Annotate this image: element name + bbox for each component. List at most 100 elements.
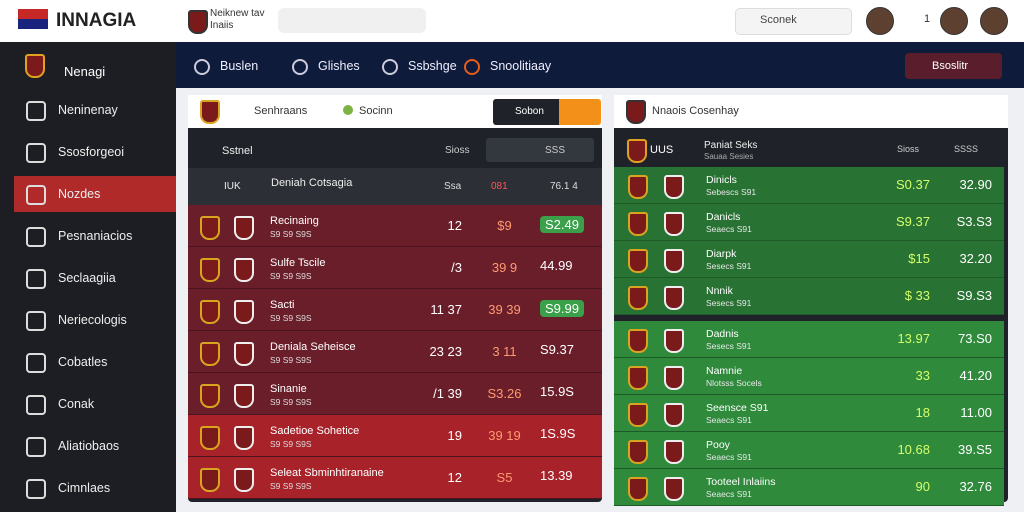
table-row[interactable] [188,373,602,415]
table-row[interactable] [188,331,602,373]
table-row[interactable] [188,205,602,247]
sidebar-item[interactable]: Neriecologis [58,313,127,327]
nav-item[interactable]: Glishes [318,59,360,73]
row-name: Sadetioe Sohetice [270,425,360,437]
left-action[interactable] [493,99,559,125]
team-badge [664,175,684,199]
row-a: S9.37 [896,214,930,229]
team-badge [664,440,684,464]
left-group-col: Ssa [444,181,462,192]
sidebar-item[interactable]: Nozdes [58,187,101,201]
team-badge [188,10,208,34]
right-header-sub: Sauaa Sesies [704,152,754,161]
sidebar-icon [26,479,46,499]
left-action-arrow[interactable] [559,99,601,125]
team-badge [234,300,254,324]
table-row[interactable] [188,289,602,331]
team-badge [200,258,220,282]
sidebar-icon [26,353,46,373]
row-b: 11.00 [960,405,992,420]
avatar[interactable] [980,7,1008,35]
notify-count: 1 [924,13,931,25]
right-header-select[interactable]: SSSS [954,144,979,154]
avatar[interactable] [866,7,894,35]
row-a: 12 [447,470,462,485]
row-a: 12 [447,218,462,233]
team-badge [234,342,254,366]
sidebar-item[interactable]: Ssosforgeoi [58,145,125,159]
row-b: 73.S0 [958,331,992,346]
row-name: Pooy [706,439,730,451]
row-name: Nnnik [706,285,733,297]
row-c: S9.37 [540,342,574,357]
sidebar-item[interactable]: Conak [58,397,95,411]
nav-icon [194,59,210,75]
left-tab[interactable]: Socinn [359,105,393,117]
team-badge [628,477,648,501]
avatar[interactable] [940,7,968,35]
row-a: /3 [451,260,462,275]
sidebar-item[interactable]: Pesnaniacios [58,229,133,243]
team-badge [628,175,648,199]
team-badge [628,440,648,464]
team-badge [664,212,684,236]
nav-item[interactable]: Snoolitiaay [490,59,552,73]
sidebar-icon [26,311,46,331]
team-badge [664,403,684,427]
row-sub: Nlotsss Socels [706,378,762,388]
badge-title: Neiknew tav [210,8,265,19]
row-name: Dinicls [706,174,737,186]
row-sub: S9 S9 S9S [270,271,312,281]
row-a: 90 [915,479,930,494]
badge-sub: Inaiis [210,20,234,31]
team-badge [200,216,220,240]
row-name: Diarpk [706,248,737,260]
nav-icon [464,59,480,75]
team-badge [200,468,220,492]
team-badge [200,342,220,366]
sidebar-item[interactable]: Seclaagiia [58,271,116,285]
row-c: 1S.9S [540,426,576,441]
row-a: 23 23 [429,344,462,359]
sidebar-item[interactable]: Cimnlaes [58,481,111,495]
sidebar-icon [26,437,46,457]
row-sub: S9 S9 S9S [270,439,312,449]
row-sub: Seaecs S91 [706,224,752,234]
table-row[interactable] [188,247,602,289]
sidebar-item[interactable]: Neninenay [58,103,118,117]
row-a: $ 33 [904,288,930,303]
row-sub: Seaecs S91 [706,452,752,462]
row-name: Recinaing [270,215,319,227]
row-sub: Sebescs S91 [706,187,757,197]
team-badge [628,286,648,310]
nav-item[interactable]: Buslen [220,59,259,73]
row-b: 32.76 [959,479,992,494]
row-name: Deniala Seheisce [270,341,356,353]
sidebar-item[interactable]: Cobatles [58,355,108,369]
left-group-code: IUK [224,181,241,192]
row-a: 13.97 [897,331,930,346]
nav-button[interactable] [905,53,1002,79]
row-a: /1 39 [433,386,462,401]
row-b: 39 9 [491,260,518,275]
nav-item[interactable]: Ssbshge [408,59,457,73]
row-a: 18 [915,405,930,420]
left-tab[interactable]: Senhraans [254,105,308,117]
navbar [176,42,1024,88]
row-b: 39.S5 [958,442,992,457]
search-right[interactable] [735,8,852,35]
table-row[interactable] [188,415,602,457]
row-a: 33 [915,368,930,383]
table-row[interactable] [188,457,602,499]
team-badge [664,249,684,273]
search-box[interactable] [278,8,426,33]
row-sub: S9 S9 S9S [270,397,312,407]
row-name: Sinanie [270,383,307,395]
left-header-col: Sioss [445,145,470,156]
left-tab-dot [343,105,353,115]
team-badge [664,329,684,353]
row-sub: Seaecs S91 [706,415,752,425]
left-select[interactable] [486,138,594,162]
sidebar-item[interactable]: Aliatiobaos [58,439,120,453]
team-badge [626,100,646,124]
